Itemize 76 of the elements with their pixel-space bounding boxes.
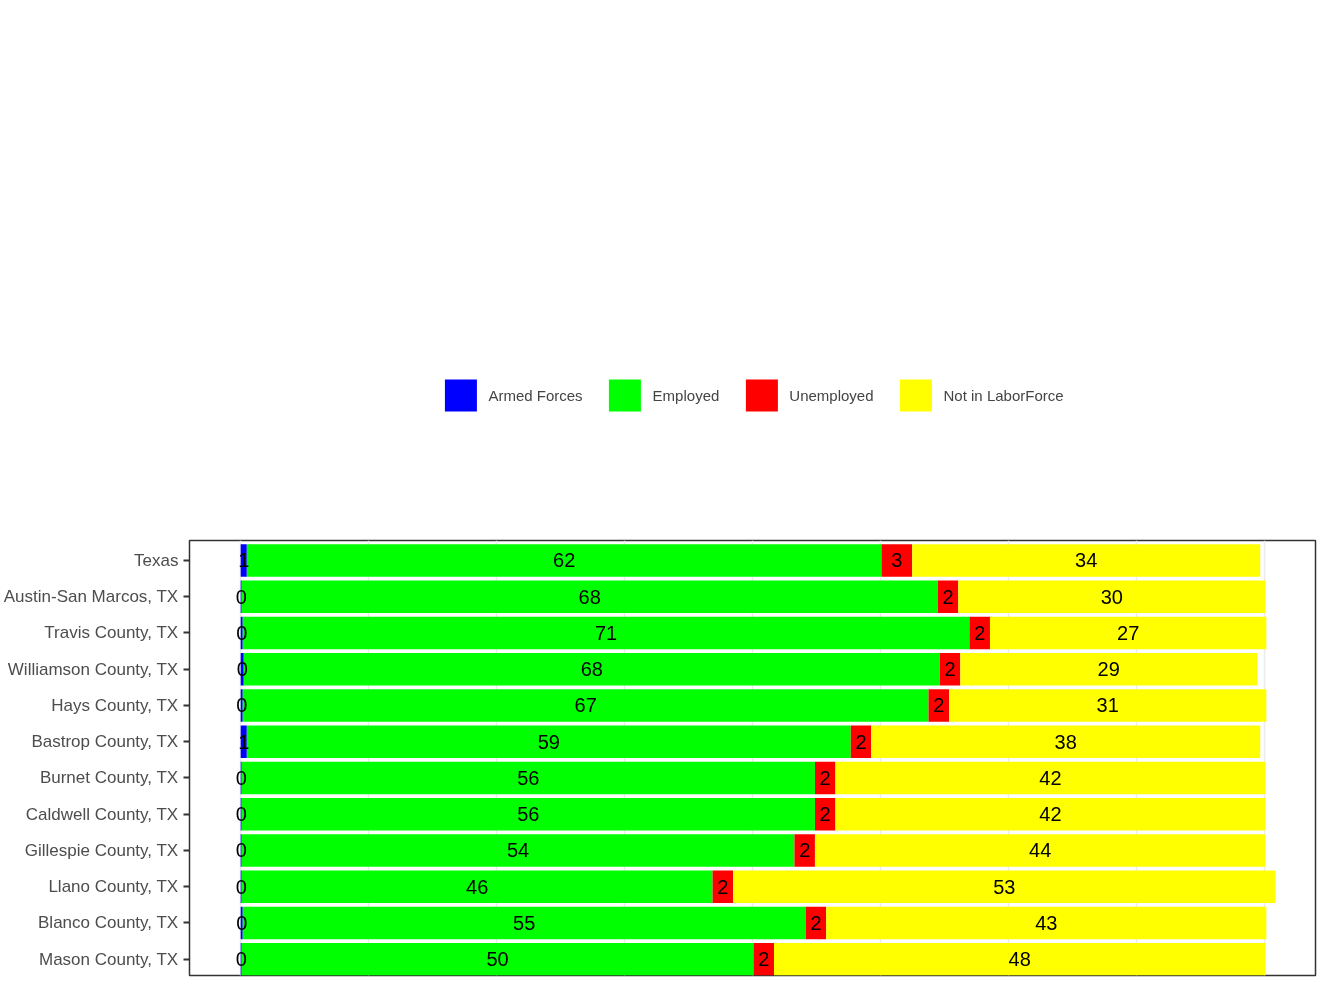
data-label: 55 — [513, 911, 536, 934]
bar — [912, 544, 1261, 577]
y-tick-label: Bastrop County, TX — [31, 732, 179, 752]
data-label: 2 — [758, 948, 770, 971]
data-label: 46 — [466, 875, 489, 898]
data-label: 0 — [236, 621, 248, 644]
bar — [881, 544, 913, 577]
bar — [774, 942, 1266, 976]
y-tick-label: Gillespie County, TX — [24, 840, 179, 860]
data-label: 2 — [819, 766, 831, 789]
bar — [949, 689, 1267, 722]
bar — [733, 870, 1276, 903]
data-label: 0 — [235, 766, 247, 789]
data-label: 0 — [236, 694, 248, 717]
y-tick-label: Williamson County, TX — [7, 659, 179, 679]
data-label: 2 — [944, 658, 956, 681]
data-label: 0 — [236, 658, 248, 681]
bar — [958, 580, 1266, 613]
bar — [835, 797, 1266, 831]
data-label: 43 — [1035, 911, 1058, 934]
y-tick-label: Blanco County, TX — [38, 913, 179, 933]
data-label: 3 — [891, 549, 903, 572]
data-label: 0 — [235, 875, 247, 898]
data-label: 2 — [974, 621, 986, 644]
data-label: 0 — [235, 803, 247, 826]
y-tick-label: Hays County, TX — [51, 695, 179, 715]
data-label: 38 — [1054, 730, 1077, 753]
data-label: 30 — [1100, 585, 1123, 608]
data-label: 0 — [235, 948, 247, 971]
bar — [814, 834, 1266, 867]
bar — [871, 725, 1261, 758]
y-tick-label: Caldwell County, TX — [25, 804, 179, 824]
data-label: 2 — [942, 585, 954, 608]
data-label: 31 — [1096, 694, 1119, 717]
data-label: 50 — [486, 948, 509, 971]
bar — [960, 652, 1258, 686]
data-label: 62 — [553, 549, 576, 572]
data-label: 53 — [993, 875, 1016, 898]
y-tick-label: Travis County, TX — [44, 623, 179, 643]
data-label: 2 — [819, 803, 831, 826]
data-label: 2 — [799, 839, 811, 862]
data-label: 0 — [236, 911, 248, 934]
legend-label: Not in LaborForce — [943, 386, 1064, 404]
data-label: 54 — [506, 839, 530, 862]
y-tick-label: Texas — [134, 550, 179, 570]
data-label: 67 — [574, 694, 597, 717]
data-label: 2 — [717, 875, 729, 898]
data-label: 34 — [1075, 549, 1098, 572]
data-label: 2 — [855, 730, 867, 753]
data-label: 0 — [235, 839, 247, 862]
data-label: 68 — [580, 658, 603, 681]
data-label: 59 — [537, 730, 560, 753]
data-label: 48 — [1008, 948, 1031, 971]
y-tick-label: Austin-San Marcos, TX — [3, 587, 179, 607]
bar — [835, 761, 1266, 795]
data-label: 68 — [578, 585, 601, 608]
legend-label: Unemployed — [789, 386, 874, 404]
data-label: 27 — [1117, 621, 1140, 644]
data-label: 44 — [1029, 839, 1052, 862]
data-label: 0 — [235, 585, 247, 608]
data-label: 2 — [810, 911, 822, 934]
data-label: 56 — [517, 766, 540, 789]
data-label: 56 — [517, 803, 540, 826]
data-label: 71 — [595, 621, 618, 644]
data-label: 42 — [1039, 803, 1062, 826]
legend-label: Employed — [652, 386, 720, 404]
y-tick-label: Burnet County, TX — [39, 768, 179, 788]
y-tick-label: Llano County, TX — [48, 877, 179, 897]
data-label: 29 — [1097, 658, 1120, 681]
bar — [826, 906, 1267, 940]
bar — [794, 834, 815, 867]
legend-label: Armed Forces — [488, 386, 583, 404]
data-label: 42 — [1039, 766, 1062, 789]
bar — [989, 616, 1267, 650]
data-label: 2 — [933, 694, 945, 717]
y-tick-label: Mason County, TX — [38, 949, 179, 969]
